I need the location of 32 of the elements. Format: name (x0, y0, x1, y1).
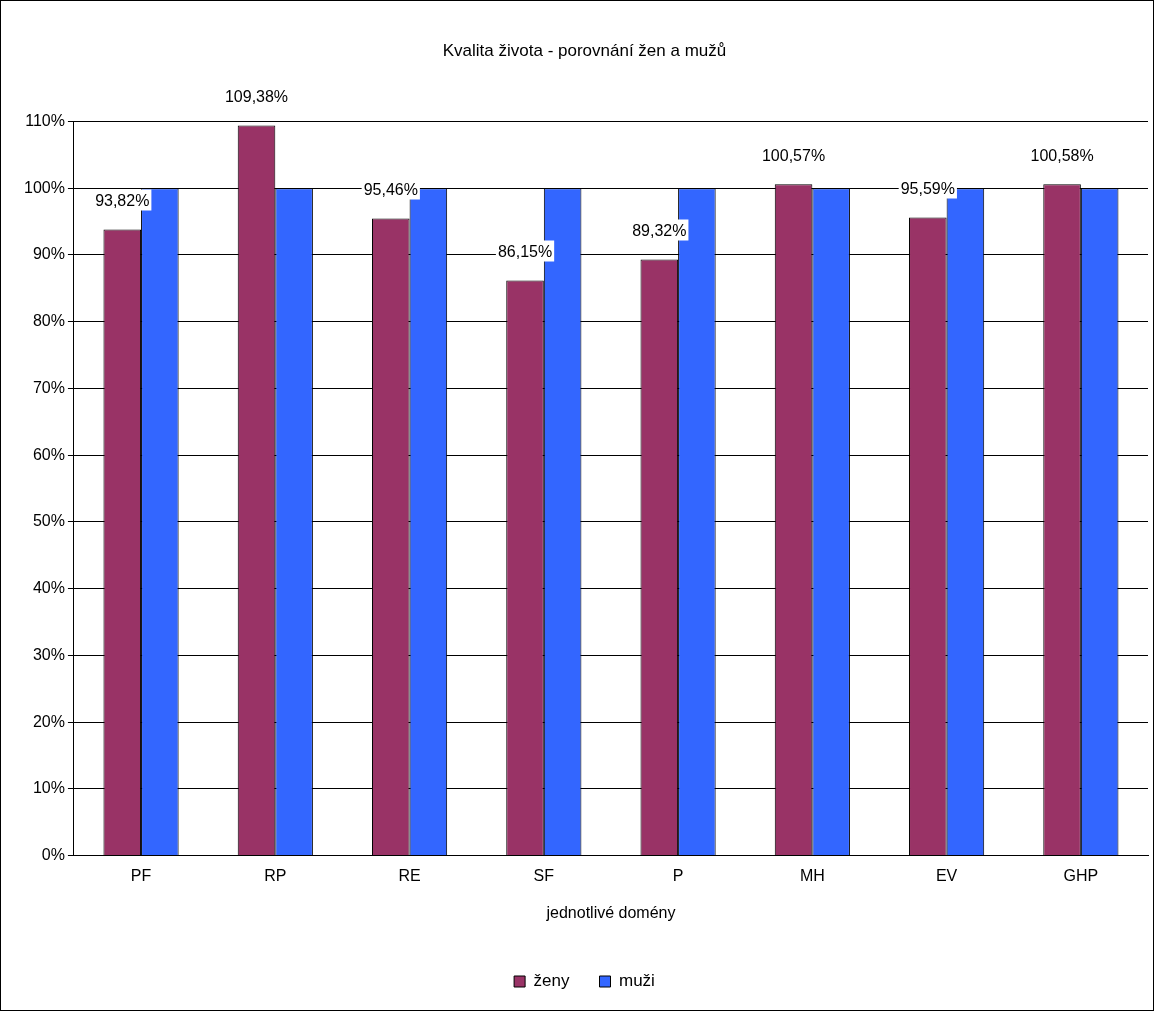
data-label: 86,15% (497, 242, 553, 260)
x-tick-label: P (672, 866, 684, 884)
x-axis-title: jednotlivé domény (545, 903, 676, 921)
y-tick-label: 20% (32, 712, 65, 730)
data-label: 95,59% (900, 179, 955, 197)
y-tick-label: 110% (25, 111, 65, 129)
y-tick-label: 40% (32, 579, 65, 597)
data-label: 109,38% (224, 87, 289, 105)
y-tick-label: 90% (32, 245, 65, 263)
data-label: 93,82% (95, 191, 150, 209)
x-tick-label: EV (935, 866, 958, 884)
chart-title: Kvalita života - porovnání žen a mužů (442, 40, 727, 60)
x-tick-label: MH (799, 866, 825, 884)
x-tick-label: SF (533, 866, 555, 884)
y-tick-label: 60% (32, 445, 65, 463)
y-tick-label: 100% (24, 178, 65, 196)
x-tick-label: PF (130, 866, 152, 884)
data-label: 100,57% (761, 146, 826, 164)
y-tick-label: 80% (32, 312, 65, 330)
y-tick-label: 50% (32, 512, 65, 530)
y-tick-label: 70% (32, 378, 65, 396)
y-tick-label: 10% (32, 779, 65, 797)
data-label: 89,32% (632, 221, 687, 239)
data-label: 100,58% (1030, 146, 1094, 164)
legend-label: ženy (533, 971, 571, 991)
data-label: 95,46% (363, 180, 418, 198)
x-tick-label: RP (264, 866, 287, 884)
x-tick-label: RE (398, 866, 421, 884)
legend-label: muži (619, 971, 655, 991)
y-tick-label: 30% (32, 645, 65, 663)
y-tick-label: 0% (41, 846, 65, 864)
x-tick-label: GHP (1063, 866, 1099, 884)
